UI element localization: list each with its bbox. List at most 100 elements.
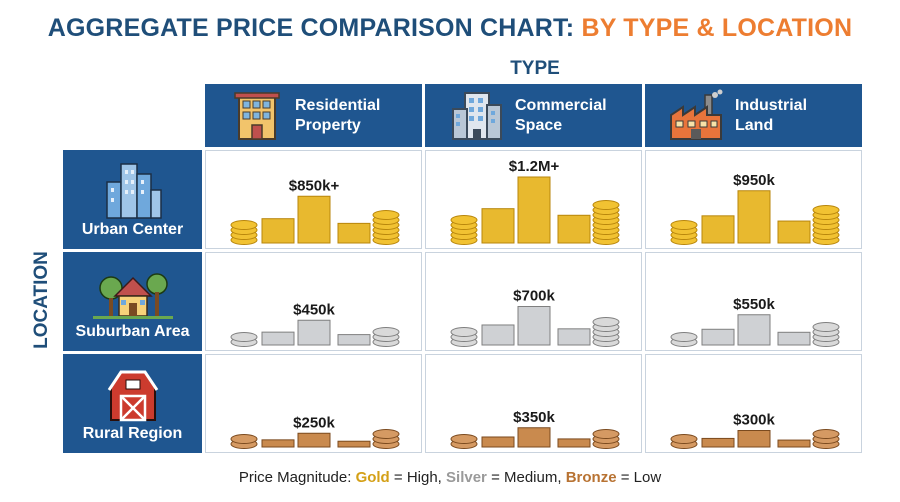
chart-title: AGGREGATE PRICE COMPARISON CHART: BY TYP… bbox=[0, 14, 900, 43]
legend-gold: Gold bbox=[355, 469, 390, 486]
coin-stack-icon bbox=[230, 220, 258, 245]
price-bar bbox=[517, 427, 551, 448]
coin bbox=[230, 220, 258, 230]
row-header-suburban: Suburban Area bbox=[63, 252, 202, 351]
column-header-industrial: Industrial Land bbox=[645, 84, 862, 147]
coin bbox=[592, 317, 620, 327]
coin bbox=[670, 434, 698, 444]
coin-stack-icon bbox=[670, 332, 698, 347]
price-label: $300k bbox=[733, 412, 775, 429]
cell-chart: $700k bbox=[450, 288, 620, 347]
chart-title-accent: BY TYPE & LOCATION bbox=[581, 14, 853, 42]
price-label: $1.2M+ bbox=[509, 158, 560, 175]
price-bar bbox=[517, 176, 551, 244]
red-barn-icon bbox=[107, 370, 159, 422]
cell-urban-commercial: $1.2M+ bbox=[425, 150, 642, 249]
price-label: $450k bbox=[293, 301, 335, 318]
price-bar bbox=[701, 437, 735, 448]
coin bbox=[592, 200, 620, 210]
price-bar bbox=[557, 438, 591, 448]
price-label: $850k+ bbox=[289, 177, 340, 194]
coin-stack-icon bbox=[812, 205, 840, 245]
cell-chart: $950k bbox=[670, 172, 840, 245]
coin-stack-icon bbox=[592, 429, 620, 449]
price-bar bbox=[261, 439, 295, 448]
row-header-rural: Rural Region bbox=[63, 354, 202, 453]
cell-chart: $350k bbox=[450, 409, 620, 449]
price-bar bbox=[701, 328, 735, 346]
coin bbox=[372, 429, 400, 439]
price-label: $550k bbox=[733, 296, 775, 313]
coin-stack-icon bbox=[670, 434, 698, 449]
legend-gold-desc: = High, bbox=[393, 469, 442, 486]
price-bar bbox=[261, 331, 295, 346]
column-label-industrial: Industrial Land bbox=[735, 96, 808, 134]
coin bbox=[812, 429, 840, 439]
cell-chart: $300k bbox=[670, 412, 840, 449]
price-label: $700k bbox=[513, 288, 555, 305]
price-bar bbox=[517, 306, 551, 346]
coin bbox=[670, 332, 698, 342]
coin bbox=[230, 434, 258, 444]
coin-stack-icon bbox=[230, 434, 258, 449]
price-label: $350k bbox=[513, 409, 555, 426]
office-tower-icon bbox=[452, 91, 502, 140]
price-bar bbox=[557, 214, 591, 244]
legend-prefix: Price Magnitude: bbox=[238, 469, 352, 486]
price-bar bbox=[737, 430, 771, 448]
cell-rural-industrial: $300k bbox=[645, 354, 862, 453]
cell-chart: $850k+ bbox=[230, 177, 400, 245]
coin bbox=[812, 205, 840, 215]
coin-stack-icon bbox=[230, 332, 258, 347]
price-magnitude-legend: Price Magnitude: Gold = High, Silver = M… bbox=[0, 469, 900, 486]
coin-stack-icon bbox=[450, 327, 478, 347]
coin-stack-icon bbox=[670, 220, 698, 245]
coin bbox=[450, 215, 478, 225]
row-label-suburban: Suburban Area bbox=[75, 323, 190, 340]
cell-rural-residential: $250k bbox=[205, 354, 422, 453]
coin-stack-icon bbox=[372, 429, 400, 449]
price-label: $250k bbox=[293, 414, 335, 431]
row-label-urban: Urban Center bbox=[81, 221, 184, 238]
cell-chart: $450k bbox=[230, 301, 400, 347]
legend-bronze-desc: = Low bbox=[620, 469, 662, 486]
price-bar bbox=[777, 220, 811, 244]
price-bar bbox=[261, 218, 295, 244]
price-bar bbox=[557, 328, 591, 346]
chart-title-main: AGGREGATE PRICE COMPARISON CHART: bbox=[47, 14, 575, 42]
coin bbox=[450, 327, 478, 337]
price-bar bbox=[777, 331, 811, 346]
cell-chart: $1.2M+ bbox=[450, 158, 620, 245]
column-label-commercial: Commercial Space bbox=[515, 96, 607, 134]
coin-stack-icon bbox=[372, 327, 400, 347]
coin-stack-icon bbox=[592, 317, 620, 347]
price-bar bbox=[337, 440, 371, 448]
price-bar bbox=[701, 215, 735, 244]
coin-stack-icon bbox=[812, 322, 840, 347]
price-bar bbox=[337, 334, 371, 346]
column-label-residential: Residential Property bbox=[295, 96, 381, 134]
location-axis-label: LOCATION bbox=[31, 251, 52, 349]
price-bar bbox=[481, 208, 515, 244]
price-bar bbox=[737, 190, 771, 244]
factory-icon bbox=[670, 89, 723, 140]
city-skyline-icon bbox=[106, 163, 162, 219]
price-bar bbox=[777, 439, 811, 448]
coin bbox=[230, 332, 258, 342]
legend-bronze: Bronze bbox=[565, 469, 617, 486]
coin bbox=[670, 220, 698, 230]
column-header-commercial: Commercial Space bbox=[425, 84, 642, 147]
house-with-trees-icon bbox=[93, 273, 173, 319]
price-bar bbox=[297, 319, 331, 346]
cell-suburban-industrial: $550k bbox=[645, 252, 862, 351]
coin bbox=[372, 327, 400, 337]
coin-stack-icon bbox=[372, 210, 400, 245]
coin bbox=[372, 210, 400, 220]
cell-urban-residential: $850k+ bbox=[205, 150, 422, 249]
cell-suburban-residential: $450k bbox=[205, 252, 422, 351]
coin bbox=[812, 322, 840, 332]
cell-suburban-commercial: $700k bbox=[425, 252, 642, 351]
cell-urban-industrial: $950k bbox=[645, 150, 862, 249]
price-bar bbox=[297, 195, 331, 244]
row-label-rural: Rural Region bbox=[82, 425, 183, 442]
